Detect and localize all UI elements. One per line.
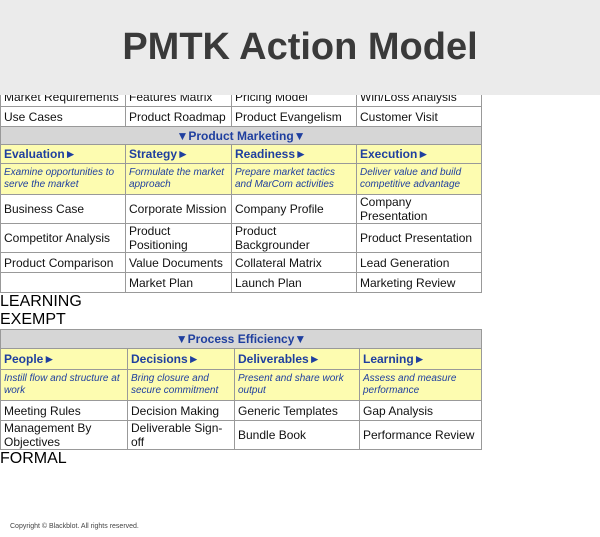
side-text: EXEMPT [0,311,66,328]
side-label: FORMAL [0,450,67,468]
heading-row: People► Decisions► Deliverables► Learning► [0,348,483,370]
column-description: Deliver value and build competitive adva… [355,163,483,195]
item-row: Product Comparison Value Documents Collate… [0,252,483,273]
section-row: ▼Process Efficiency▼ [0,329,483,349]
column-description: Instill flow and structure at work [0,369,128,401]
empty-cell [0,272,126,293]
item: Bundle Book [234,420,360,450]
column-heading: People► [0,348,128,370]
section-title: ▼Process Efficiency▼ [0,329,483,349]
item: Launch Plan [231,272,357,293]
item: Product Comparison [0,252,126,273]
item: Corporate Mission [125,194,232,224]
item-row: Meeting Rules Decision Making Generic Temp… [0,400,483,421]
column-description: Prepare market tactics and MarCom activi… [231,163,357,195]
copyright: Copyright © Blackblot. All rights reserv… [10,523,139,530]
column-description: Assess and measure performance [358,369,483,401]
side-text: LEARNING [0,293,82,310]
item: Marketing Review [355,272,483,293]
item: Meeting Rules [0,400,128,421]
item: Product Backgrounder [231,223,357,253]
item-row: Use Cases Product Roadmap Product Evangeli… [0,106,483,127]
item: Performance Review [358,420,483,450]
item: Collateral Matrix [231,252,357,273]
column-description: Present and share work output [234,369,360,401]
item: Competitor Analysis [0,223,126,253]
description-row: Examine opportunities to serve the marke… [0,163,483,195]
column-heading: Execution► [355,144,483,164]
item: Product Presentation [355,223,483,253]
item-row: Market Plan Launch Plan Marketing Review [0,272,483,293]
item: Value Documents [125,252,232,273]
column-heading: Strategy► [125,144,232,164]
section-title: ▼Product Marketing▼ [0,126,483,145]
item: Generic Templates [234,400,360,421]
section-row: ▼Product Marketing▼ [0,126,483,145]
item-row: Competitor Analysis Product Positioning Pr… [0,223,483,253]
grid: ▼Process Efficiency▼ People► Decisions► Del… [0,329,483,450]
block: EXEMPT ▼Process Efficiency▼ People► Decisio… [0,311,600,468]
item: Gap Analysis [358,400,483,421]
column-heading: Evaluation► [0,144,126,164]
item: Deliverable Sign-off [127,420,235,450]
item: Business Case [0,194,126,224]
banner: PMTK Action Model [0,0,600,95]
column-heading: Readiness► [231,144,357,164]
side-text: FORMAL [0,450,67,467]
column-description: Formulate the market approach [125,163,232,195]
item: Use Cases [0,106,126,127]
item-row: Business Case Corporate Mission Company Pr… [0,194,483,224]
column-description: Examine opportunities to serve the marke… [0,163,126,195]
column-heading: Decisions► [127,348,235,370]
column-heading: Deliverables► [234,348,360,370]
item: Market Plan [125,272,232,293]
item: Company Presentation [355,194,483,224]
side-label: LEARNING [0,293,82,311]
item: Product Roadmap [125,106,232,127]
column-heading: Learning► [358,348,483,370]
item: Decision Making [127,400,235,421]
item: Customer Visit [355,106,483,127]
heading-row: Evaluation► Strategy► Readiness► Execution► [0,144,483,164]
title: PMTK Action Model [122,26,478,68]
item-row: Management By Objectives Deliverable Sign… [0,420,483,450]
item: Management By Objectives [0,420,128,450]
item: Product Positioning [125,223,232,253]
item: Lead Generation [355,252,483,273]
column-description: Bring closure and secure commitment [127,369,235,401]
description-row: Instill flow and structure at work Bring … [0,369,483,401]
item: Company Profile [231,194,357,224]
item: Product Evangelism [231,106,357,127]
side-label: EXEMPT [0,311,66,329]
